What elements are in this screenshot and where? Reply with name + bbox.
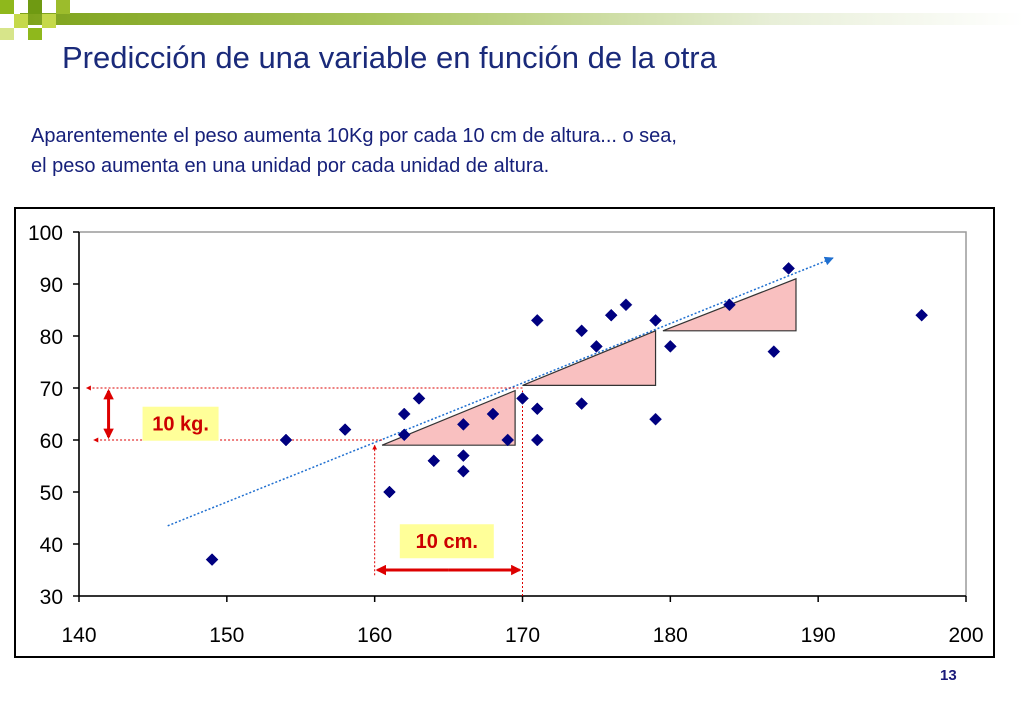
y-tick-label: 60: [40, 430, 63, 453]
data-point: [279, 433, 293, 447]
data-point: [383, 485, 396, 499]
cm-label-box: [399, 524, 494, 559]
data-point: [397, 407, 411, 421]
trend-line: [167, 256, 834, 527]
y-tick-label: 80: [40, 326, 63, 349]
subtitle-line-2: el peso aumenta en una unidad por cada u…: [31, 155, 550, 177]
page-number: 13: [940, 667, 957, 684]
data-point: [663, 340, 677, 353]
y-tick-label: 70: [40, 378, 63, 401]
header-gradient-bar: [20, 13, 1024, 25]
slope-triangle: [381, 389, 516, 446]
y-tick-label: 90: [40, 274, 63, 297]
data-point: [501, 433, 515, 447]
data-point: [530, 402, 544, 416]
data-point: [457, 418, 470, 431]
x-tick-label: 200: [948, 624, 983, 647]
data-point: [486, 407, 500, 421]
y-tick-label: 50: [40, 482, 63, 505]
data-point: [427, 454, 441, 468]
logo-square: [14, 14, 28, 28]
data-point: [397, 428, 411, 442]
data-point: [530, 433, 544, 447]
logo-square: [28, 28, 42, 40]
data-point: [457, 464, 470, 478]
subtitle-line-1: Aparentemente el peso aumenta 10Kg por c…: [31, 125, 677, 147]
header-decoration-bar: [0, 0, 1024, 40]
y-tick-label: 100: [28, 222, 63, 245]
x-tick-label: 170: [505, 624, 540, 647]
x-tick-label: 160: [357, 624, 392, 647]
logo-square: [0, 28, 14, 40]
data-point: [649, 412, 662, 426]
data-point: [575, 397, 588, 410]
y-tick-label: 30: [40, 586, 63, 609]
data-point: [516, 392, 529, 405]
data-point: [457, 449, 470, 462]
data-point: [649, 314, 662, 327]
x-tick-label: 190: [801, 624, 836, 647]
x-tick-label: 140: [61, 624, 96, 647]
data-point: [412, 392, 426, 405]
slide-subtitle: Aparentemente el peso aumenta 10Kg por c…: [31, 121, 677, 181]
logo-square: [56, 0, 70, 14]
data-point: [723, 298, 736, 312]
y-tick-label: 40: [40, 534, 63, 557]
data-point: [530, 314, 544, 327]
slope-triangle: [522, 329, 657, 386]
data-point: [205, 553, 219, 566]
data-point: [782, 262, 795, 275]
data-point: [767, 345, 781, 358]
data-point: [915, 308, 929, 322]
kg-label-box: [142, 406, 219, 441]
data-point: [338, 423, 352, 436]
kg-label: 10 kg.: [152, 414, 209, 436]
logo-square: [42, 14, 56, 28]
cm-label: 10 cm.: [416, 531, 478, 553]
data-point: [590, 340, 603, 353]
x-tick-label: 180: [653, 624, 688, 647]
data-point: [604, 308, 618, 322]
logo-square: [0, 0, 14, 14]
logo-square: [28, 0, 42, 14]
data-point: [575, 324, 588, 338]
x-tick-label: 150: [209, 624, 244, 647]
slide-title: Predicción de una variable en función de…: [62, 40, 717, 75]
data-point: [619, 298, 633, 312]
